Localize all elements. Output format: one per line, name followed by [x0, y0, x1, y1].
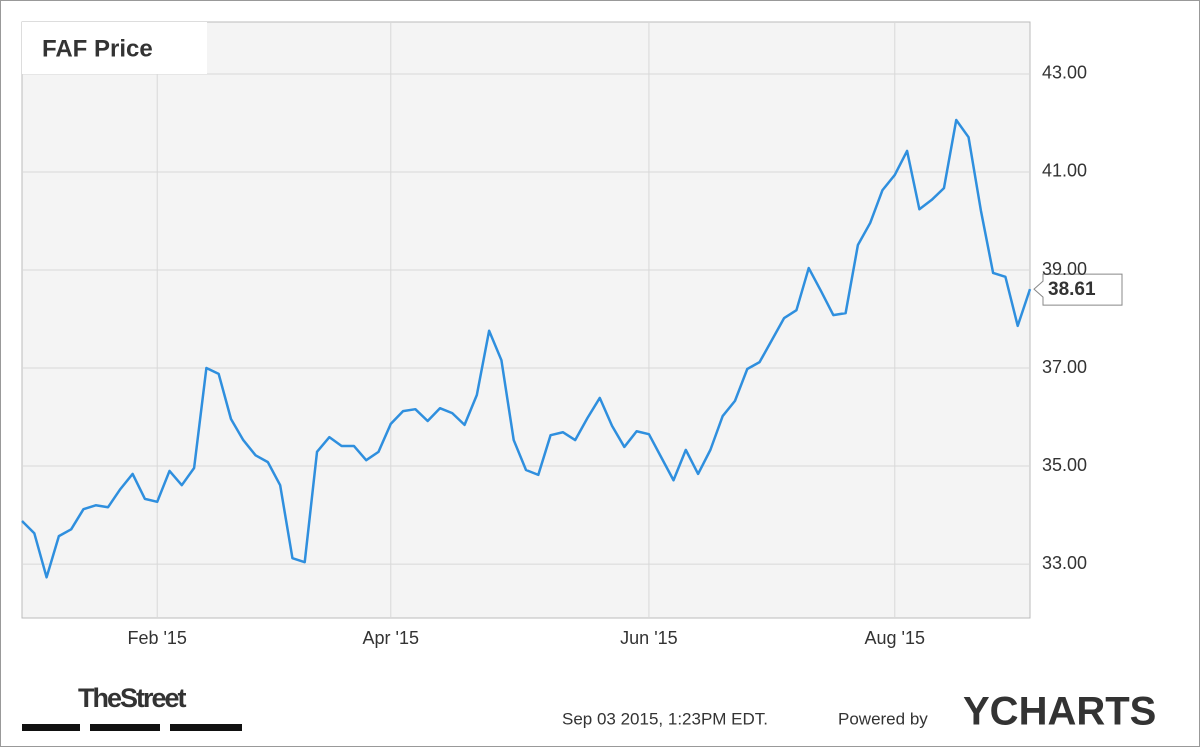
logo-bar [22, 724, 80, 731]
y-tick-label: 37.00 [1042, 357, 1087, 377]
timestamp: Sep 03 2015, 1:23PM EDT. [562, 709, 768, 728]
x-tick-label: Jun '15 [620, 628, 677, 648]
x-tick-label: Aug '15 [865, 628, 926, 648]
logo-bar [90, 724, 160, 731]
y-tick-label: 39.00 [1042, 259, 1087, 279]
last-value-label: 38.61 [1048, 279, 1096, 300]
brand[interactable]: YCHARTS [963, 690, 1156, 734]
powered-by: Powered by [838, 709, 928, 728]
logo: TheStreet [78, 683, 187, 713]
x-tick-label: Feb '15 [127, 628, 186, 648]
chart-title: FAF Price [42, 35, 153, 62]
y-tick-label: 33.00 [1042, 553, 1087, 573]
y-tick-label: 43.00 [1042, 63, 1087, 83]
marks: 38.61 [21, 118, 1123, 579]
logo-bar [170, 724, 242, 731]
y-tick-label: 41.00 [1042, 161, 1087, 181]
last-value-box [1033, 273, 1123, 306]
plot-area [21, 21, 1031, 619]
x-tick-label: Apr '15 [363, 628, 419, 648]
grid [22, 22, 1030, 618]
price-line [21, 118, 1032, 579]
title-box [22, 22, 207, 74]
y-tick-label: 35.00 [1042, 455, 1087, 475]
